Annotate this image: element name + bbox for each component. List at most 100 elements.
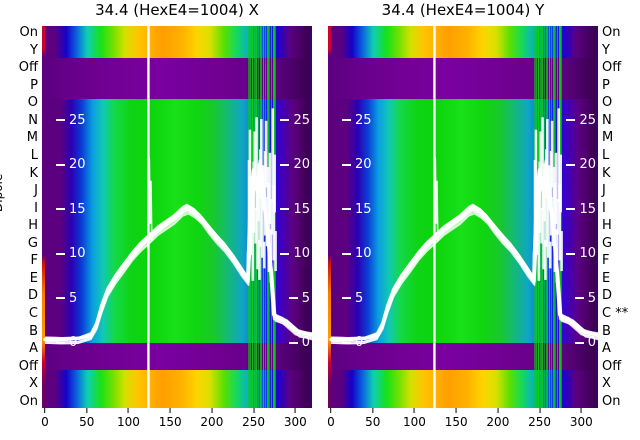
y-tick-l-1: 20 [342,157,372,172]
x-tick-label: 150 [444,415,468,429]
y-axis-label: Dipole [0,173,5,212]
noise-spike-25 [556,199,560,235]
x-tick-mark [127,408,129,413]
noise-spike-22 [553,183,557,272]
noise-spike-6 [252,161,256,233]
x-tick-label: 50 [79,415,95,429]
noise-spike-5 [251,191,255,281]
x-tick-5: 250 [242,408,265,429]
category-tick-14: E [29,270,38,286]
category-tick-12: G [27,235,38,251]
trace-spike-125 [147,157,153,247]
band-bottom-warm [328,369,595,408]
category-tick-18: A [602,341,611,357]
category-tick-1: Y [602,42,610,58]
x-tick-6: 300 [284,408,307,429]
x-tick-mark [211,408,213,413]
noise-spike-16 [547,165,551,210]
trace-overlay [43,26,312,408]
noise-spike-18 [549,151,553,236]
category-tick-13: F [602,253,610,269]
category-axis-right: On Y Off P O N M L K J I H G F E D C ** B A Off X On [602,26,636,408]
band-bottom-warm [42,369,309,408]
category-tick-2: Off [602,60,622,76]
category-tick-10: I [34,200,38,216]
noise-spike-3 [535,206,539,256]
category-tick-7: L [602,147,610,163]
noise-spike-19 [550,120,554,188]
category-tick-5: N [602,112,612,128]
category-tick-21: On [19,393,38,409]
noise-spike-0 [246,250,250,278]
category-tick-15: D [602,288,613,304]
x-tick-mark [580,408,582,413]
x-axis-right: 0 50 100 150 200 250 300 [327,408,598,440]
x-tick-3: 150 [445,408,468,429]
panel-title-x: 34.4 (HexE4=1004) X [95,1,259,19]
category-tick-9: J [602,183,606,199]
y-tick-l-1: 20 [56,157,86,172]
x-tick-label: 50 [365,415,381,429]
y-tick-r-5: 0 [574,335,596,350]
band-lower-gap [328,343,595,370]
noise-spike-29 [274,231,277,272]
category-tick-0: On [19,25,38,40]
noise-spike-12 [258,239,261,280]
category-axis-left: Dipole On Y Off P O N M L K J I H G F E D C B A Off X On [0,25,38,409]
x-tick-1: 50 [79,408,94,429]
y-tick-r-4: 5 [574,291,596,306]
category-tick-0: On [602,25,621,40]
noise-spike-9 [541,117,544,211]
noise-spike-25 [270,199,274,235]
x-tick-label: 300 [283,415,307,429]
x-tick-label: 200 [200,415,224,429]
x-tick-mark [330,408,332,413]
category-tick-8: K [29,165,38,181]
y-tick-r-1: 20 [280,157,310,172]
category-tick-1: Y [30,42,38,58]
noise-spike-28 [273,154,276,213]
x-tick-mark [539,408,541,413]
x-tick-4: 200 [200,408,223,429]
category-tick-15: D [27,288,38,304]
category-tick-11: H [602,218,612,234]
noise-spike-4 [250,175,254,208]
x-axis-left: 0 50 100 150 200 250 300 [41,408,312,440]
noise-spike-17 [548,241,552,269]
category-tick-17: B [602,323,611,339]
noise-spike-8 [254,207,257,244]
heatmap-panel-x[interactable]: 25 25 20 20 15 15 10 10 5 5 0 0 [42,26,312,408]
y-tick-l-3: 10 [56,246,86,261]
y-tick-l-4: 5 [342,291,363,306]
category-tick-16: C [28,306,38,321]
x-tick-mark [44,408,46,413]
band-top-warm [42,26,309,59]
category-tick-7: L [30,147,38,163]
noise-spike-27 [558,184,561,261]
category-tick-12: G [602,235,613,251]
noise-spike-8 [540,207,543,244]
y-tick-r-0: 25 [280,113,310,128]
y-tick-l-5: 0 [342,335,363,350]
category-tick-18: A [29,341,38,357]
noise-spike-14 [546,119,549,200]
y-tick-l-2: 15 [56,202,86,217]
x-tick-label: 100 [116,415,140,429]
noise-spike-24 [555,229,559,283]
x-tick-mark [294,408,296,413]
noise-spike-22 [267,183,271,272]
category-tick-11: H [28,218,38,234]
heatmap-panel-y[interactable]: 25 25 20 20 15 15 10 10 5 5 0 0 [328,26,598,408]
x-tick-mark [497,408,499,413]
noise-spike-5 [537,191,541,281]
x-tick-mark [169,408,171,413]
category-tick-17: B [29,323,38,339]
x-tick-label: 300 [569,415,593,429]
noise-spike-29 [560,231,563,272]
x-tick-1: 50 [365,408,380,429]
noise-spike-19 [264,120,268,188]
category-tick-20: X [29,376,38,392]
noise-spike-11 [543,163,546,222]
y-tick-l-2: 15 [342,202,372,217]
